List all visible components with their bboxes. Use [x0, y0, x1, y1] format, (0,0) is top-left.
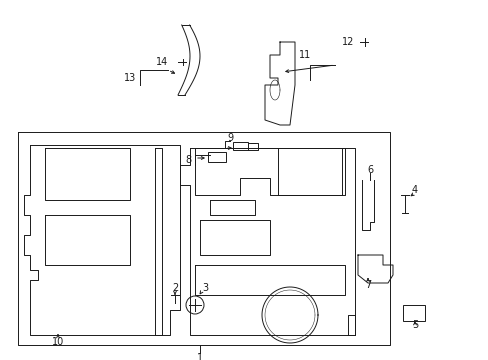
Text: 4: 4 — [411, 185, 417, 195]
Text: 13: 13 — [123, 73, 136, 83]
Text: 10: 10 — [52, 337, 64, 347]
Text: 3: 3 — [202, 283, 207, 293]
Text: 1: 1 — [197, 353, 203, 360]
Text: 12: 12 — [341, 37, 353, 47]
Text: 14: 14 — [156, 57, 168, 67]
Text: 8: 8 — [184, 155, 191, 165]
Bar — [207, 152, 225, 162]
Text: 9: 9 — [226, 133, 233, 143]
Bar — [232, 142, 247, 150]
Bar — [402, 305, 424, 321]
Text: 11: 11 — [298, 50, 310, 60]
Text: 2: 2 — [171, 283, 178, 293]
Text: 6: 6 — [366, 165, 372, 175]
Text: 7: 7 — [364, 280, 370, 290]
Text: 5: 5 — [411, 320, 417, 330]
